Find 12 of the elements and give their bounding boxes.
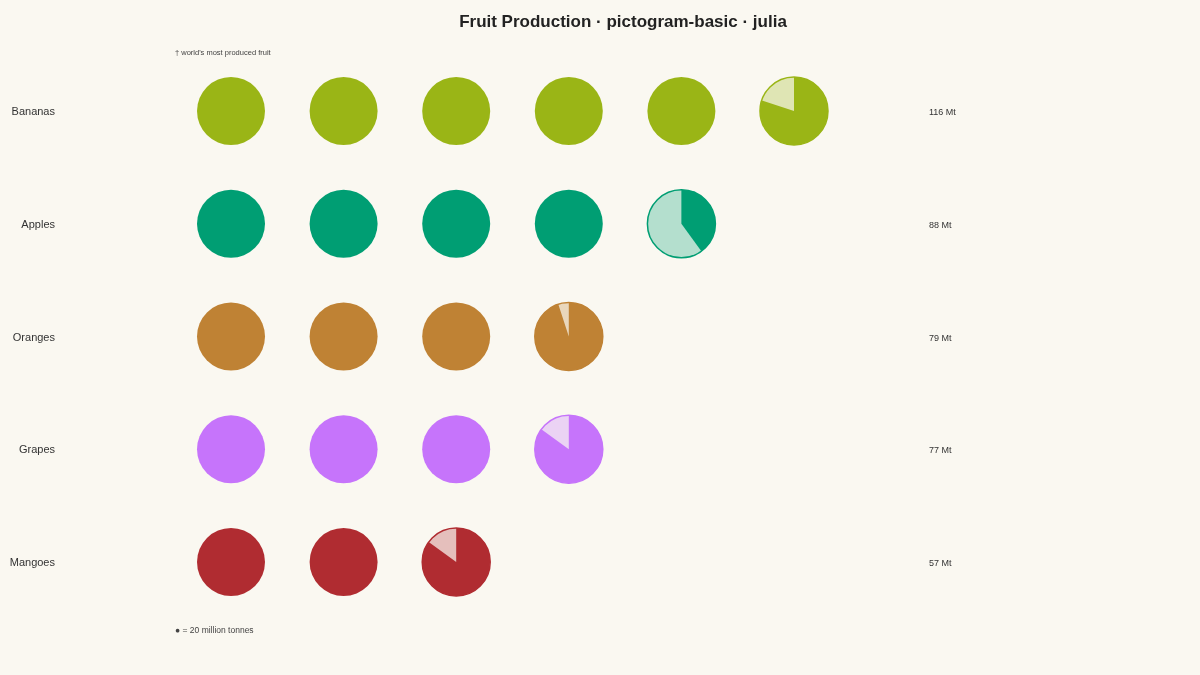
- data-label: 79 Mt: [929, 332, 953, 343]
- data-label: 116 Mt: [929, 107, 957, 117]
- category-label: Bananas: [11, 105, 56, 117]
- category-label: Mangoes: [9, 556, 56, 568]
- text: Fruit Production · pictogram-basic · julia: [459, 12, 788, 31]
- category-label: Apples: [21, 217, 56, 230]
- data-label: 88 Mt: [929, 219, 953, 230]
- data-label: 57 Mt: [929, 558, 953, 568]
- category-label: Oranges: [12, 330, 56, 343]
- data-label: 77 Mt: [929, 445, 953, 456]
- category-label: Grapes: [18, 443, 56, 456]
- text: ● = 20 million tonnes: [175, 625, 254, 635]
